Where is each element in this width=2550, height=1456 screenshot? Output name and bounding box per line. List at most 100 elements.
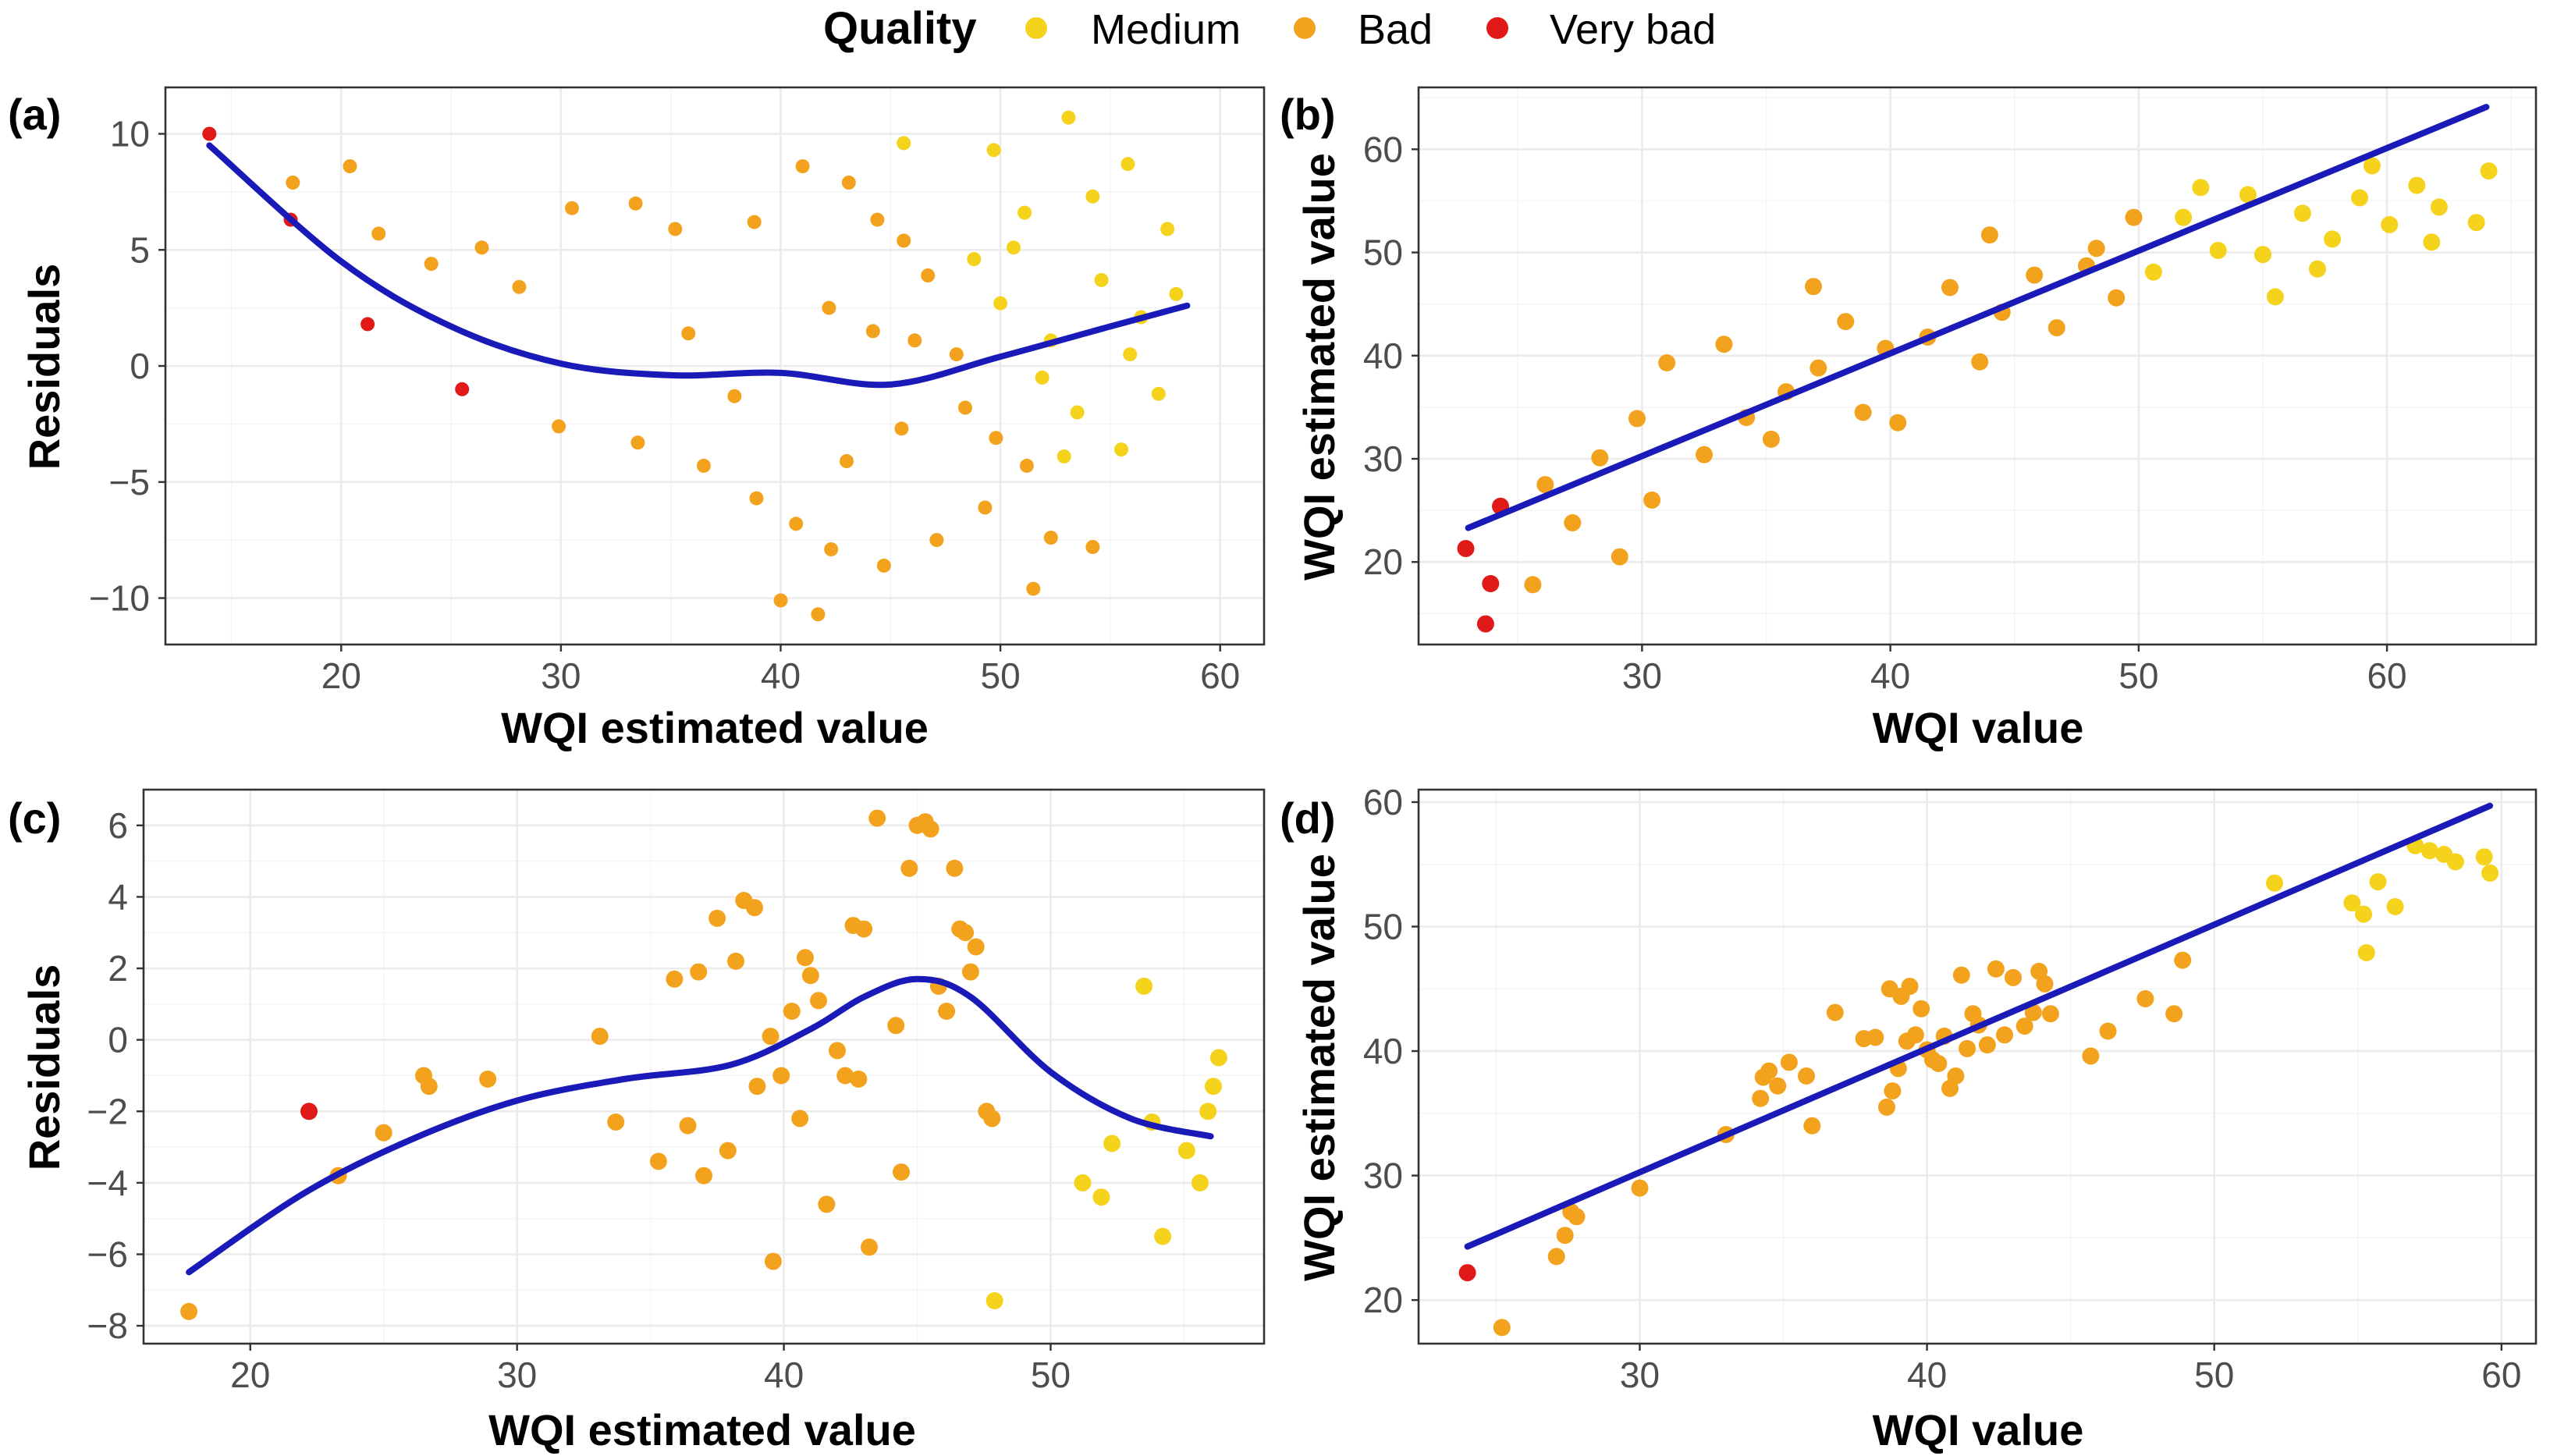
data-point	[1980, 226, 1998, 244]
data-point	[1987, 960, 2005, 978]
data-point	[690, 963, 708, 981]
data-point	[1457, 540, 1475, 557]
series-bad	[1524, 208, 2143, 594]
data-point	[1043, 531, 1058, 545]
data-point	[455, 382, 470, 396]
data-point	[2266, 874, 2283, 892]
y-tick-label: 20	[1363, 1280, 1403, 1320]
y-tick-label: 5	[130, 229, 150, 270]
legend-swatch-medium	[1025, 17, 1047, 39]
data-point	[1837, 313, 1855, 331]
data-point	[2430, 198, 2448, 216]
data-point	[967, 252, 982, 267]
data-point	[1061, 110, 1076, 125]
data-point	[1611, 548, 1628, 566]
data-point	[1177, 1142, 1195, 1159]
data-point	[2324, 230, 2342, 248]
data-point	[868, 809, 886, 827]
data-point	[986, 143, 1001, 158]
panel-border	[1417, 86, 2538, 646]
data-point	[2175, 208, 2193, 226]
legend-title: Quality	[823, 3, 977, 54]
data-point	[2357, 944, 2375, 961]
y-tick-label: 40	[1363, 1031, 1403, 1071]
data-point	[897, 136, 911, 151]
panel-label: (d)	[1280, 794, 1336, 843]
data-point	[811, 607, 826, 622]
gridlines	[144, 790, 1264, 1344]
data-point	[2136, 990, 2154, 1007]
data-point	[2355, 905, 2373, 923]
y-tick-label: 50	[1363, 233, 1403, 273]
data-point	[1070, 405, 1085, 420]
data-point	[993, 296, 1008, 311]
data-point	[479, 1071, 497, 1088]
data-point	[727, 389, 742, 403]
legend-label-medium: Medium	[1091, 6, 1241, 53]
data-point	[829, 1042, 846, 1060]
data-point	[762, 1028, 780, 1046]
data-point	[1760, 1062, 1778, 1080]
data-point	[957, 924, 975, 942]
data-point	[1631, 1179, 1649, 1197]
data-point	[607, 1113, 625, 1131]
data-point	[1094, 272, 1109, 287]
data-point	[1901, 978, 1919, 996]
data-point	[1715, 336, 1733, 353]
data-point	[2408, 176, 2426, 194]
data-point	[668, 222, 683, 236]
x-axis-label: WQI value	[1873, 1405, 2084, 1454]
x-tick-label: 50	[2194, 1355, 2234, 1395]
data-point	[1169, 286, 1184, 301]
x-tick-label: 40	[1907, 1355, 1947, 1395]
data-point	[961, 963, 979, 981]
data-point	[978, 500, 993, 515]
data-point	[887, 1017, 905, 1035]
x-axis-label: WQI estimated value	[488, 1405, 916, 1454]
data-point	[746, 899, 763, 917]
data-point	[801, 967, 819, 985]
data-point	[300, 1103, 318, 1120]
data-point	[420, 1078, 438, 1096]
data-point	[2475, 848, 2493, 866]
data-point	[989, 431, 1003, 446]
panel-d: (d) WQI value WQI estimated value 30 40 50…	[1280, 782, 2538, 1454]
data-point	[1199, 1103, 1217, 1120]
data-point	[2420, 842, 2438, 860]
data-point	[1135, 977, 1153, 995]
data-point	[796, 949, 814, 967]
data-point	[1889, 414, 1907, 431]
y-tick-label: −8	[87, 1305, 128, 1346]
data-point	[1906, 1026, 1924, 1044]
data-point	[2386, 898, 2404, 915]
y-tick-label: 2	[108, 948, 128, 989]
data-point	[2309, 260, 2326, 278]
data-point	[1826, 1003, 1844, 1021]
x-tick-label: 40	[764, 1355, 804, 1395]
panel-a: (a) WQI estimated value Residuals 20 30 40…	[8, 86, 1266, 752]
data-point	[679, 1117, 697, 1135]
data-point	[1959, 1039, 1976, 1057]
data-point	[1941, 279, 1959, 297]
data-point	[1591, 449, 1609, 467]
series-bad	[286, 159, 1100, 622]
data-point	[1952, 966, 1970, 984]
data-point	[967, 938, 985, 956]
data-point	[1658, 354, 1676, 371]
data-point	[1803, 1117, 1821, 1135]
series-medium	[986, 977, 1227, 1309]
y-tick-label: 30	[1363, 439, 1403, 479]
data-point	[840, 454, 854, 468]
data-point	[907, 333, 922, 348]
data-point	[2369, 873, 2387, 891]
data-point	[1205, 1078, 1222, 1096]
data-point	[1476, 615, 1494, 633]
data-point	[666, 970, 684, 988]
data-point	[986, 1292, 1003, 1309]
data-point	[1074, 1174, 1092, 1191]
x-tick-label: 60	[2481, 1355, 2521, 1395]
x-tick-label: 30	[1620, 1355, 1660, 1395]
panel-label: (b)	[1280, 90, 1336, 139]
data-point	[1854, 403, 1872, 421]
y-tick-label: −6	[87, 1234, 128, 1274]
